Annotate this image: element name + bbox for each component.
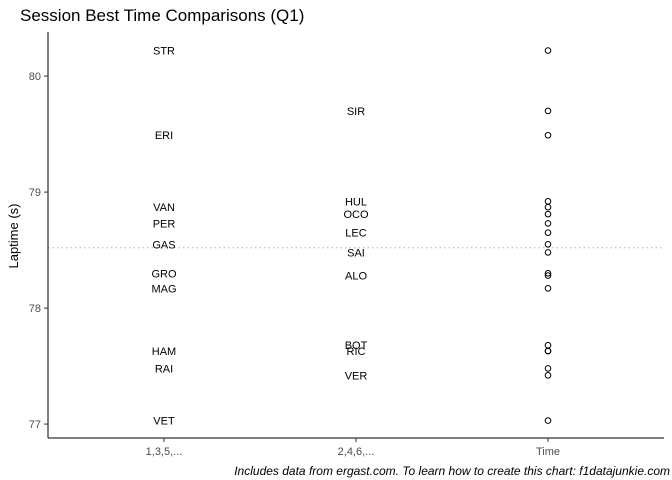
y-axis-label: Laptime (s)	[6, 203, 21, 268]
y-tick-label: 77	[29, 419, 41, 431]
x-tick-label: Time	[536, 446, 560, 458]
driver-label-gro: GRO	[151, 268, 177, 280]
time-point	[544, 198, 552, 205]
driver-label-bot: BOT	[345, 340, 368, 352]
time-point	[544, 240, 552, 248]
time-point	[544, 417, 552, 424]
driver-label-gas: GAS	[152, 239, 175, 251]
time-point	[544, 131, 552, 139]
y-tick-label: 79	[29, 187, 41, 199]
time-point	[544, 249, 552, 256]
driver-label-vet: VET	[153, 416, 175, 428]
y-tick-label: 80	[29, 71, 41, 83]
driver-label-oco: OCO	[343, 209, 369, 221]
driver-label-eri: ERI	[155, 130, 173, 142]
driver-label-alo: ALO	[345, 271, 367, 283]
time-point	[544, 220, 552, 227]
driver-label-ric: RIC	[347, 346, 366, 358]
driver-label-van: VAN	[153, 202, 175, 214]
chart-caption: Includes data from ergast.com. To learn …	[234, 464, 670, 478]
time-point	[544, 372, 552, 379]
time-point	[544, 229, 552, 236]
driver-label-ver: VER	[345, 370, 368, 382]
driver-label-ham: HAM	[152, 346, 176, 358]
driver-label-per: PER	[153, 218, 176, 230]
driver-label-lec: LEC	[345, 228, 366, 240]
driver-label-hul: HUL	[345, 196, 367, 208]
driver-label-rai: RAI	[155, 363, 173, 375]
time-point	[544, 107, 552, 115]
chart-title: Session Best Time Comparisons (Q1)	[20, 6, 304, 25]
x-tick-label: 1,3,5,...	[146, 446, 183, 458]
driver-label-sai: SAI	[347, 247, 365, 259]
x-tick-label: 2,4,6,...	[338, 446, 375, 458]
time-point	[544, 285, 552, 292]
driver-label-str: STR	[153, 46, 175, 58]
y-tick-label: 78	[29, 303, 41, 315]
time-point	[544, 210, 552, 218]
time-point	[544, 203, 552, 211]
driver-label-mag: MAG	[151, 283, 176, 295]
time-point	[544, 47, 552, 54]
time-point	[544, 365, 552, 372]
driver-label-sir: SIR	[347, 106, 365, 118]
time-point	[544, 269, 552, 277]
time-point	[544, 341, 552, 349]
time-point	[544, 347, 552, 355]
time-point	[544, 272, 552, 279]
